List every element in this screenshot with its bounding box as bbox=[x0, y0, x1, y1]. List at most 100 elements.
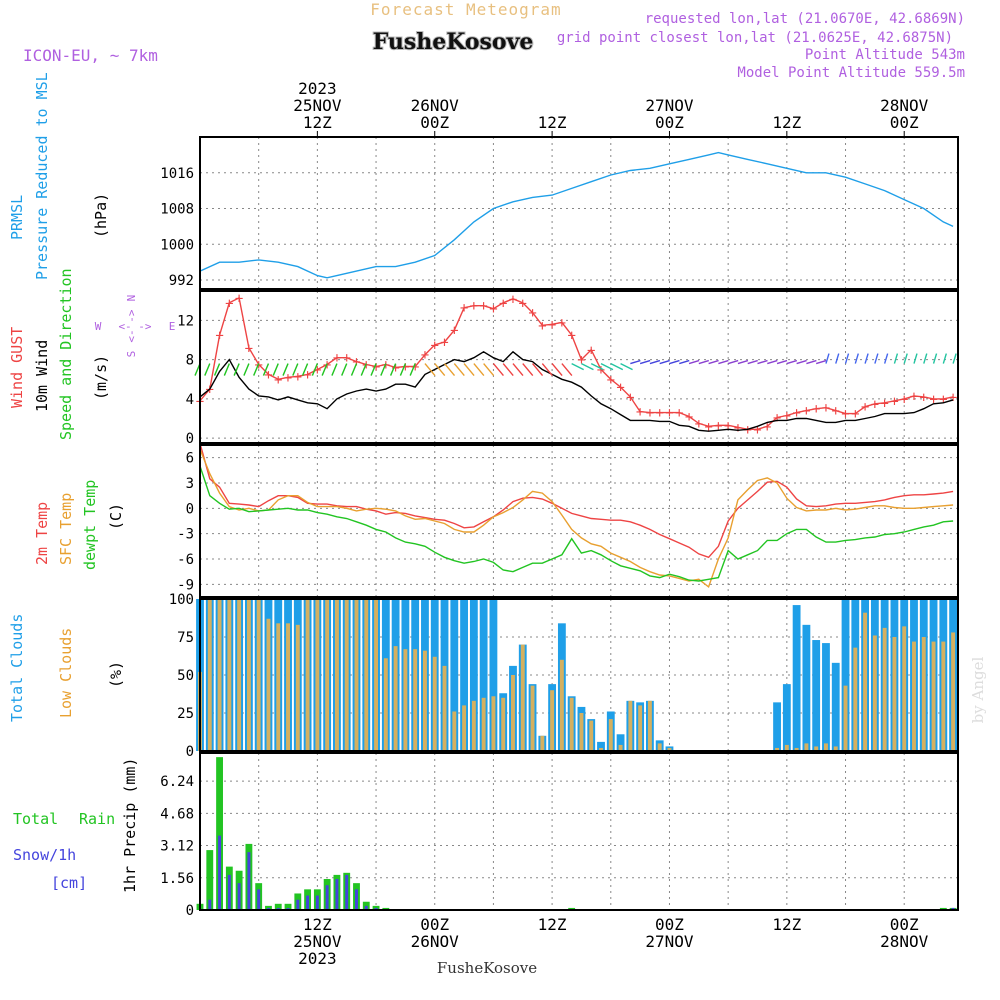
wind-arrow bbox=[620, 362, 633, 371]
y-tick-label: -9 bbox=[177, 577, 194, 593]
bottom-time-label: 12Z bbox=[303, 915, 332, 934]
gust-marker: + bbox=[871, 397, 879, 413]
t2m-line bbox=[199, 443, 954, 559]
wind-arrow bbox=[903, 353, 908, 364]
top-time-label: 26NOV bbox=[411, 96, 460, 115]
clouds-panel: 0 25 50 75 100 bbox=[169, 592, 958, 760]
gust-line bbox=[199, 296, 954, 430]
wind-arrow bbox=[532, 363, 544, 377]
wind-arrow bbox=[932, 353, 938, 364]
snow-bar bbox=[247, 852, 251, 910]
rain-bar bbox=[382, 907, 390, 910]
gust-marker: + bbox=[763, 419, 771, 435]
chart-title: Forecast Meteogram bbox=[370, 0, 561, 19]
gust-marker: + bbox=[489, 302, 497, 318]
wind-arrow bbox=[492, 363, 504, 377]
low-cloud-bar bbox=[657, 743, 662, 751]
low-cloud-bar bbox=[941, 641, 946, 751]
wind-arrow bbox=[874, 353, 879, 364]
total-cloud-bar bbox=[479, 599, 488, 751]
wind-arrow bbox=[590, 362, 604, 371]
low-cloud-bar bbox=[921, 637, 926, 751]
wind-arrow bbox=[737, 359, 749, 365]
wind-arrow bbox=[669, 359, 680, 365]
gust-marker: + bbox=[372, 360, 380, 376]
bottom-time-label: 25NOV bbox=[293, 932, 342, 951]
wind-arrow bbox=[409, 363, 416, 376]
precip-panel-labels: Total Rain Snow/1h [cm] 1hr Precip (mm) bbox=[13, 758, 139, 893]
gust-marker: + bbox=[450, 323, 458, 339]
gust-marker: + bbox=[832, 404, 840, 420]
low-cloud-bar bbox=[442, 665, 447, 751]
footer-location: FusheKosove bbox=[437, 959, 537, 977]
low-cloud-bar bbox=[295, 624, 300, 751]
wind-arrow bbox=[952, 353, 957, 364]
cloud-panel-labels: Total Clouds Low Clouds (%) bbox=[8, 614, 125, 722]
snow-bar bbox=[218, 835, 222, 910]
pressure-unit: (hPa) bbox=[92, 193, 110, 238]
rain-bar bbox=[216, 757, 223, 910]
gust-marker: + bbox=[812, 402, 820, 418]
watermark: by Angel bbox=[969, 656, 987, 723]
wind-arrow bbox=[341, 363, 348, 376]
wind-arrow bbox=[561, 363, 573, 377]
gust-marker: + bbox=[558, 315, 566, 331]
wind-arrow bbox=[399, 363, 407, 376]
model-altitude: Model Point Altitude 559.5m bbox=[737, 65, 965, 81]
wind-arrow bbox=[321, 363, 328, 376]
wind-arrow bbox=[610, 362, 624, 371]
snow-bar bbox=[286, 907, 290, 910]
wind-arrow bbox=[883, 353, 889, 364]
y-tick-label: 0 bbox=[186, 903, 194, 919]
snow-bar bbox=[257, 889, 261, 910]
wind-arrow bbox=[708, 359, 719, 365]
gust-marker: + bbox=[880, 396, 888, 412]
gust-marker: + bbox=[890, 394, 898, 410]
gust-marker: + bbox=[587, 343, 595, 359]
gust-marker: + bbox=[685, 410, 693, 426]
gust-marker: + bbox=[470, 299, 478, 315]
wind-arrow bbox=[512, 363, 524, 377]
gust-marker: + bbox=[773, 411, 781, 427]
wind-arrow bbox=[541, 363, 553, 377]
gust-marker: + bbox=[225, 296, 233, 312]
low-cloud-bar bbox=[237, 599, 242, 751]
low-cloud-bar bbox=[374, 599, 379, 751]
gust-marker: + bbox=[597, 362, 605, 378]
wind-arrow bbox=[311, 363, 319, 376]
low-cloud-bar bbox=[853, 647, 858, 751]
low-cloud-bar bbox=[540, 735, 545, 751]
total-cloud-bar bbox=[802, 624, 811, 751]
wind-arrow bbox=[942, 353, 947, 364]
low-cloud-bar bbox=[217, 599, 222, 751]
low-cloud-bar bbox=[413, 649, 418, 751]
gust-marker: + bbox=[734, 420, 742, 436]
gust-marker: + bbox=[616, 380, 624, 396]
gust-marker: + bbox=[567, 328, 575, 344]
low-clouds-label: Low Clouds bbox=[57, 628, 75, 718]
gust-marker: + bbox=[206, 382, 214, 398]
wind-arrow bbox=[272, 363, 279, 376]
gust-marker: + bbox=[284, 370, 292, 386]
low-cloud-bar bbox=[530, 685, 535, 751]
low-cloud-bar bbox=[628, 700, 633, 751]
gust-marker: + bbox=[548, 317, 556, 333]
pressure-line bbox=[199, 151, 954, 279]
gust-marker: + bbox=[431, 338, 439, 354]
snow-bar bbox=[335, 879, 339, 910]
low-cloud-bar bbox=[569, 697, 574, 751]
snow-bar bbox=[355, 889, 358, 910]
compass-vertical: <- -> bbox=[125, 309, 138, 342]
model-label: ICON-EU, ~ 7km bbox=[23, 46, 158, 65]
low-cloud-bar bbox=[403, 649, 408, 751]
y-tick-label: 1016 bbox=[160, 166, 194, 182]
y-tick-label: 0 bbox=[186, 501, 194, 517]
wind-arrow bbox=[600, 362, 614, 371]
gust-marker: + bbox=[714, 418, 722, 434]
gust-marker: + bbox=[538, 318, 546, 334]
wind-arrow bbox=[796, 359, 807, 365]
y-tick-label: -3 bbox=[177, 527, 194, 543]
y-tick-label: 75 bbox=[177, 630, 194, 646]
top-time-label: 12Z bbox=[772, 113, 801, 132]
